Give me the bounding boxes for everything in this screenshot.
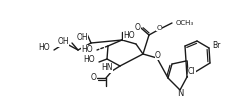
Text: OCH₃: OCH₃ <box>176 20 194 26</box>
Text: HN: HN <box>101 64 113 72</box>
Text: HO: HO <box>81 44 93 53</box>
Text: Br: Br <box>212 41 220 51</box>
Text: O: O <box>155 51 161 60</box>
Text: HO: HO <box>38 44 50 52</box>
Text: O: O <box>135 24 141 33</box>
Text: Cl: Cl <box>188 68 196 76</box>
Text: HO: HO <box>83 56 95 64</box>
Text: HO: HO <box>123 30 135 40</box>
Text: N: N <box>177 90 183 98</box>
Text: O: O <box>91 74 97 83</box>
Text: OH: OH <box>57 37 69 47</box>
Text: OH: OH <box>76 33 88 41</box>
Text: O: O <box>156 25 162 31</box>
